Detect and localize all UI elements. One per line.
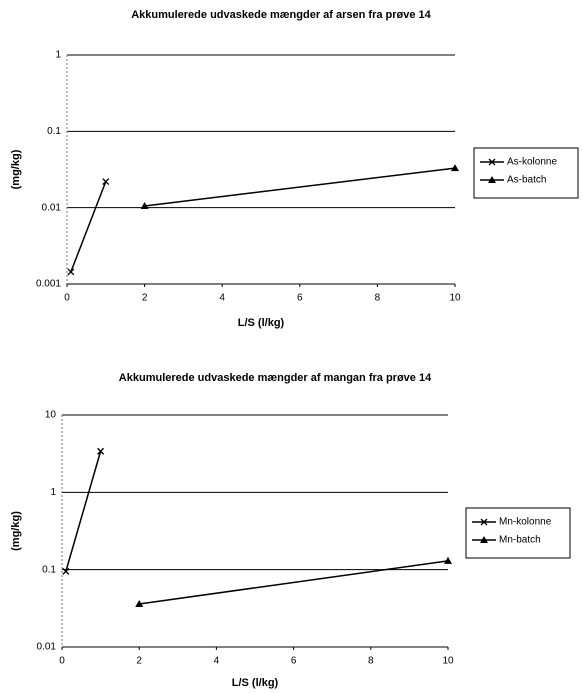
marker: [97, 447, 105, 455]
legend-label: Mn-batch: [499, 535, 541, 546]
data-line: [139, 560, 449, 605]
marker: [444, 556, 452, 564]
x-axis-label: L/S (l/kg): [238, 317, 285, 329]
marker: [451, 164, 459, 172]
y-tick-label: 1: [55, 50, 61, 61]
legend-label: Mn-kolonne: [499, 517, 552, 528]
x-tick-label: 10: [449, 293, 461, 304]
y-tick-label: 10: [45, 410, 57, 421]
y-tick-label: 1: [50, 487, 56, 498]
data-line: [65, 451, 102, 572]
x-tick-label: 8: [375, 293, 381, 304]
marker: [480, 518, 488, 526]
x-tick-label: 10: [442, 656, 454, 667]
y-tick-label: 0.001: [36, 279, 61, 290]
x-tick-label: 0: [64, 293, 70, 304]
marker: [488, 158, 496, 166]
y-axis-label: (mg/kg): [10, 149, 22, 189]
chart: Akkumulerede udvaskede mængder af arsen …: [10, 9, 579, 329]
x-axis-label: L/S (l/kg): [232, 677, 279, 689]
marker: [135, 599, 144, 607]
marker: [480, 536, 488, 543]
y-tick-label: 0.01: [37, 642, 57, 653]
x-tick-label: 8: [368, 656, 374, 667]
y-tick-label: 0.1: [47, 126, 61, 137]
x-tick-label: 6: [297, 293, 303, 304]
legend-label: As-kolonne: [507, 157, 557, 168]
y-tick-label: 0.01: [42, 202, 62, 213]
y-tick-label: 0.1: [42, 564, 56, 575]
x-tick-label: 4: [219, 293, 225, 304]
marker: [62, 567, 70, 575]
data-line: [70, 181, 107, 273]
marker: [67, 268, 75, 276]
x-tick-label: 6: [291, 656, 297, 667]
legend-box: [473, 147, 579, 199]
chart-title: Akkumulerede udvaskede mængder af arsen …: [131, 9, 431, 21]
legend-label: As-batch: [507, 175, 546, 186]
marker: [102, 178, 110, 185]
y-axis-label: (mg/kg): [10, 511, 22, 551]
data-line: [144, 167, 456, 207]
x-tick-label: 0: [59, 656, 65, 667]
chart: Akkumulerede udvaskede mængder af mangan…: [10, 372, 571, 689]
marker: [140, 202, 149, 210]
marker: [488, 176, 496, 183]
x-tick-label: 2: [142, 293, 148, 304]
legend-box: [465, 507, 571, 559]
x-tick-label: 2: [136, 656, 142, 667]
x-tick-label: 4: [214, 656, 220, 667]
chart-title: Akkumulerede udvaskede mængder af mangan…: [119, 372, 432, 384]
